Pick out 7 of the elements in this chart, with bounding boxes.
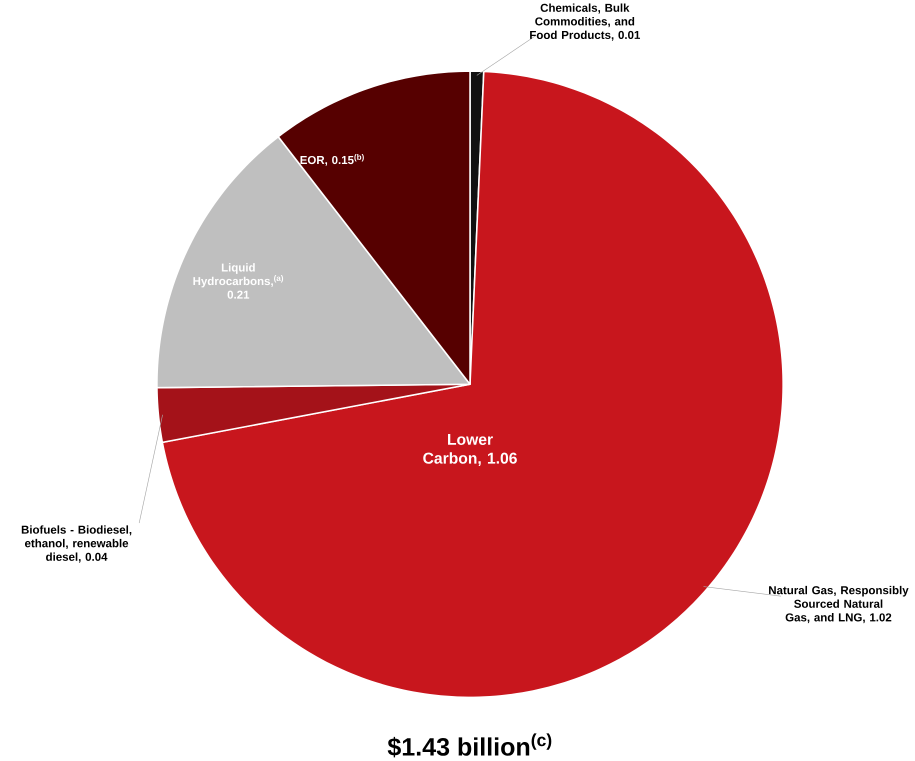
- text: Lower Carbon, 1.06: [423, 434, 517, 466]
- slice-label: EOR, 0.15$^{(b)}$: [300, 154, 364, 166]
- slice-label: Natural Gas, Responsibly Sourced Natural Gas, and LNG, 1.02: [769, 586, 909, 624]
- slice-label: Biofuels - Biodiesel, ethanol, renewable diesel, 0.04: [22, 525, 132, 563]
- category-label: Liquid Hydrocarbons,$^{(a)}$ 0.21: [193, 263, 284, 299]
- slice-label: Chemicals, Bulk Commodities, and Food Products, 0.01: [530, 4, 640, 41]
- text: $1.43 billion$^{(c)}$: [388, 733, 552, 758]
